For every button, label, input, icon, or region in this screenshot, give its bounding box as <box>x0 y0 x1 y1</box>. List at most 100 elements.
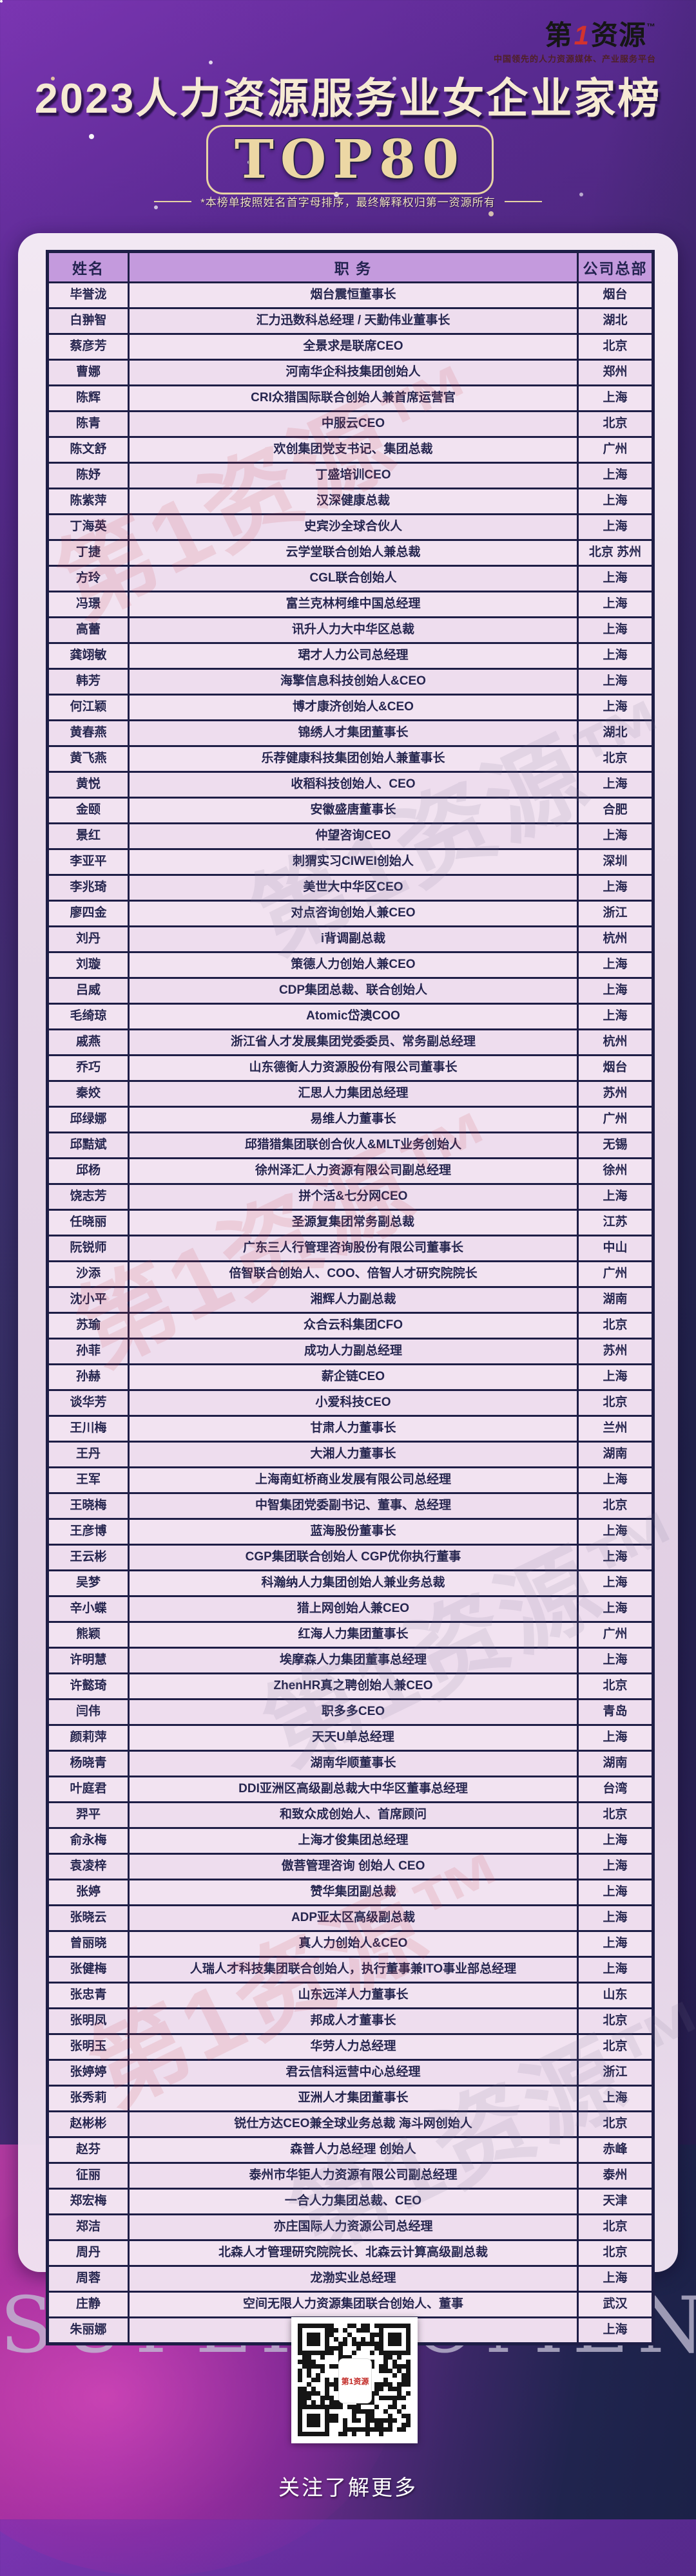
ranking-note: *本榜单按照姓名首字母排序，最终解释权归第一资源所有 <box>0 193 696 209</box>
hq-cell: 上海 <box>577 384 654 412</box>
name-cell: 谈华芳 <box>46 1389 130 1417</box>
table-row: 景红 仲望咨询CEO 上海 <box>46 822 654 850</box>
name-cell: 征丽 <box>46 2162 130 2190</box>
name-cell: 李亚平 <box>46 848 130 876</box>
note-line-right <box>504 200 542 202</box>
hq-cell: 上海 <box>577 951 654 979</box>
title-cell: 森普人力总经理 创始人 <box>128 2136 579 2164</box>
name-cell: 吕威 <box>46 977 130 1005</box>
name-cell: 赵芬 <box>46 2136 130 2164</box>
title-cell: 人瑞人才科技集团联合创始人，执行董事兼ITO事业部总经理 <box>128 1956 579 1984</box>
hq-cell: 深圳 <box>577 848 654 876</box>
table-row: 陈紫萍 汉深健康总裁 上海 <box>46 488 654 515</box>
name-cell: 戚燕 <box>46 1028 130 1056</box>
name-cell: 周丹 <box>46 2239 130 2267</box>
hq-cell: 上海 <box>577 1827 654 1855</box>
hq-cell: 浙江 <box>577 2059 654 2087</box>
table-row: 陈文舒 欢创集团党支书记、集团总裁 广州 <box>46 436 654 464</box>
title-cell: 亦庄国际人力资源公司总经理 <box>128 2213 579 2241</box>
title-cell: CGP集团联合创始人 CGP优你执行董事 <box>128 1544 579 1571</box>
name-cell: 吴梦 <box>46 1569 130 1597</box>
name-cell: 羿平 <box>46 1801 130 1829</box>
table-row: 邱杨 徐州泽汇人力资源有限公司副总经理 徐州 <box>46 1157 654 1185</box>
hq-cell: 上海 <box>577 668 654 696</box>
name-cell: 蔡彦芳 <box>46 333 130 361</box>
title-cell: 众合云科集团CFO <box>128 1312 579 1340</box>
table-row: 秦姣 汇思人力集团总经理 苏州 <box>46 1080 654 1108</box>
starfield-decoration <box>0 0 3 3</box>
brand-logo-text: 第1资源™ <box>494 22 656 49</box>
table-row: 张明凤 邦成人才董事长 北京 <box>46 2007 654 2035</box>
hq-cell: 天津 <box>577 2188 654 2215</box>
table-row: 毕誉泷 烟台震恒董事长 烟台 <box>46 281 654 309</box>
title-cell: 富兰克林柯维中国总经理 <box>128 591 579 618</box>
table-header-row: 姓名 职 务 公司总部 <box>46 251 654 283</box>
ranking-table-body: 毕誉泷 烟台震恒董事长 烟台 白翀智 汇力迅数科总经理 / 天勤伟业董事长 湖北 蔡彦芳 全景… <box>46 281 654 2345</box>
name-cell: 闫伟 <box>46 1698 130 1726</box>
hq-cell: 上海 <box>577 642 654 670</box>
title-cell: 傲菩管理咨询 创始人 CEO <box>128 1853 579 1880</box>
hq-cell: 上海 <box>577 977 654 1005</box>
table-row: 征丽 泰州市华钜人力资源有限公司副总经理 泰州 <box>46 2162 654 2190</box>
brand-logo: 第1资源™ 中国领先的人力资源媒体、产业服务平台 <box>493 22 656 64</box>
title-cell: 浙江省人才发展集团党委委员、常务副总经理 <box>128 1028 579 1056</box>
name-cell: 李兆琦 <box>46 874 130 902</box>
table-row: 沙添 倍智联合创始人、COO、倍智人才研究院院长 广州 <box>46 1260 654 1288</box>
title-cell: 北森人才管理研究院院长、北森云计算高级副总裁 <box>128 2239 579 2267</box>
table-row: 任晓丽 圣源复集团常务副总裁 江苏 <box>46 1209 654 1236</box>
name-cell: 王丹 <box>46 1441 130 1468</box>
table-row: 阮锐师 广东三人行管理咨询股份有限公司董事长 中山 <box>46 1235 654 1262</box>
table-row: 张婷 赞华集团副总裁 上海 <box>46 1879 654 1906</box>
title-cell: 上海才俊集团总经理 <box>128 1827 579 1855</box>
title-cell: 真人力创始人&CEO <box>128 1930 579 1958</box>
name-cell: 王晓梅 <box>46 1492 130 1520</box>
table-row: 王军 上海南虹桥商业发展有限公司总经理 上海 <box>46 1466 654 1494</box>
title-cell: 对点咨询创始人兼CEO <box>128 900 579 927</box>
name-cell: 刘璇 <box>46 951 130 979</box>
title-cell: 锐仕方达CEO兼全球业务总裁 海斗网创始人 <box>128 2110 579 2138</box>
title-cell: 汉深健康总裁 <box>128 488 579 515</box>
title-cell: 刺猬实习CIWEI创始人 <box>128 848 579 876</box>
title-cell: 山东德衡人力资源股份有限公司董事长 <box>128 1054 579 1082</box>
name-cell: 颜莉萍 <box>46 1724 130 1752</box>
name-cell: 许明慧 <box>46 1647 130 1674</box>
hq-cell: 上海 <box>577 1930 654 1958</box>
hq-cell: 上海 <box>577 1003 654 1030</box>
hq-cell: 湖北 <box>577 307 654 335</box>
hq-cell: 北京 苏州 <box>577 539 654 567</box>
title-cell: 小爱科技CEO <box>128 1389 579 1417</box>
hq-cell: 上海 <box>577 1647 654 1674</box>
name-cell: 袁凌梓 <box>46 1853 130 1880</box>
name-cell: 陈青 <box>46 410 130 438</box>
table-row: 邱黠斌 邱猎猎集团联创合伙人&MLT业务创始人 无锡 <box>46 1132 654 1159</box>
name-cell: 方玲 <box>46 565 130 592</box>
name-cell: 邱黠斌 <box>46 1132 130 1159</box>
name-cell: 饶志芳 <box>46 1183 130 1211</box>
table-row: 丁捷 云学堂联合创始人兼总裁 北京 苏州 <box>46 539 654 567</box>
title-cell: CRI众猎国际联合创始人兼首席运营官 <box>128 384 579 412</box>
table-row: 白翀智 汇力迅数科总经理 / 天勤伟业董事长 湖北 <box>46 307 654 335</box>
title-cell: 云学堂联合创始人兼总裁 <box>128 539 579 567</box>
table-row: 孙菲 成功人力副总经理 苏州 <box>46 1338 654 1365</box>
table-row: 龚翊敏 珺才人力公司总经理 上海 <box>46 642 654 670</box>
title-cell: 丁盛培训CEO <box>128 462 579 489</box>
title-cell: 锦绣人才集团董事长 <box>128 719 579 747</box>
title-cell: 欢创集团党支书记、集团总裁 <box>128 436 579 464</box>
name-cell: 何江颖 <box>46 694 130 721</box>
brand-tagline: 中国领先的人力资源媒体、产业服务平台 <box>493 54 656 64</box>
title-cell: 红海人力集团董事长 <box>128 1621 579 1649</box>
table-row: 曾丽晓 真人力创始人&CEO 上海 <box>46 1930 654 1958</box>
title-cell: 烟台震恒董事长 <box>128 281 579 309</box>
hq-cell: 上海 <box>577 462 654 489</box>
hq-cell: 广州 <box>577 1621 654 1649</box>
hq-cell: 无锡 <box>577 1132 654 1159</box>
table-row: 袁凌梓 傲菩管理咨询 创始人 CEO 上海 <box>46 1853 654 1880</box>
title-cell: 空间无限人力资源集团联合创始人、董事 <box>128 2291 579 2318</box>
name-cell: 孙赫 <box>46 1363 130 1391</box>
title-cell: i背调副总裁 <box>128 925 579 953</box>
title-cell: 泰州市华钜人力资源有限公司副总经理 <box>128 2162 579 2190</box>
name-cell: 陈辉 <box>46 384 130 412</box>
hq-cell: 上海 <box>577 488 654 515</box>
hq-cell: 上海 <box>577 1879 654 1906</box>
title-cell: 汇思人力集团总经理 <box>128 1080 579 1108</box>
